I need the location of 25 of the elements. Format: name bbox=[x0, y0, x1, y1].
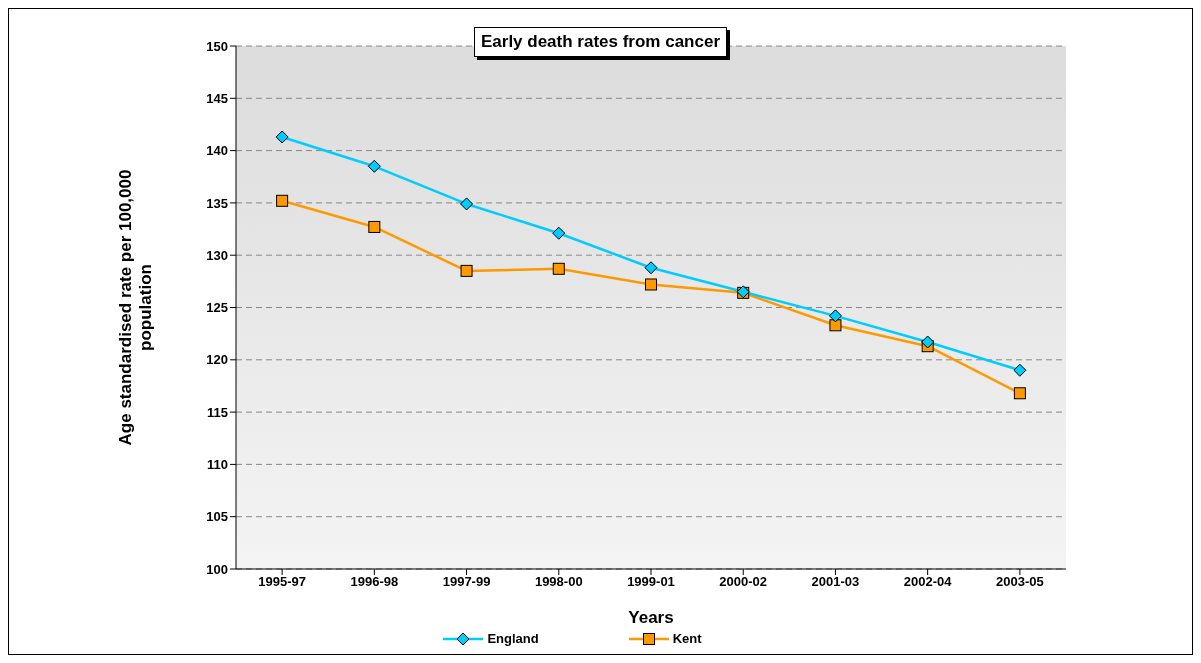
y-tick-label: 150 bbox=[206, 38, 228, 54]
x-tick-label: 1997-99 bbox=[442, 574, 491, 590]
x-tick-label: 2001-03 bbox=[811, 574, 860, 590]
y-axis-title: Age standardised rate per 100,000 population bbox=[116, 169, 155, 446]
y-tick-label: 125 bbox=[206, 300, 228, 316]
y-tick-label: 110 bbox=[207, 457, 228, 473]
x-tick-label: 1995-97 bbox=[258, 574, 306, 590]
x-axis-title: Years bbox=[628, 608, 674, 627]
x-tick-label: 1996-98 bbox=[350, 574, 399, 590]
y-tick-label: 115 bbox=[207, 404, 228, 420]
legend-label: England bbox=[486, 631, 539, 646]
y-tick-label: 145 bbox=[206, 90, 228, 106]
legend-label: Kent bbox=[671, 631, 702, 646]
y-tick-label: 130 bbox=[206, 247, 228, 263]
x-tick-label: 1998-00 bbox=[534, 574, 583, 590]
x-tick-label: 2002-04 bbox=[903, 574, 953, 590]
y-tick-label: 100 bbox=[206, 561, 228, 577]
y-tick-label: 120 bbox=[206, 352, 228, 368]
chart-title: Early death rates from cancer bbox=[473, 27, 728, 57]
x-tick-label: 1999-01 bbox=[627, 574, 675, 590]
y-tick-label: 140 bbox=[206, 143, 228, 159]
x-tick-label: 2003-05 bbox=[996, 574, 1044, 590]
y-tick-label: 135 bbox=[206, 195, 228, 211]
y-tick-label: 105 bbox=[206, 509, 228, 525]
x-tick-label: 2000-02 bbox=[719, 574, 768, 590]
